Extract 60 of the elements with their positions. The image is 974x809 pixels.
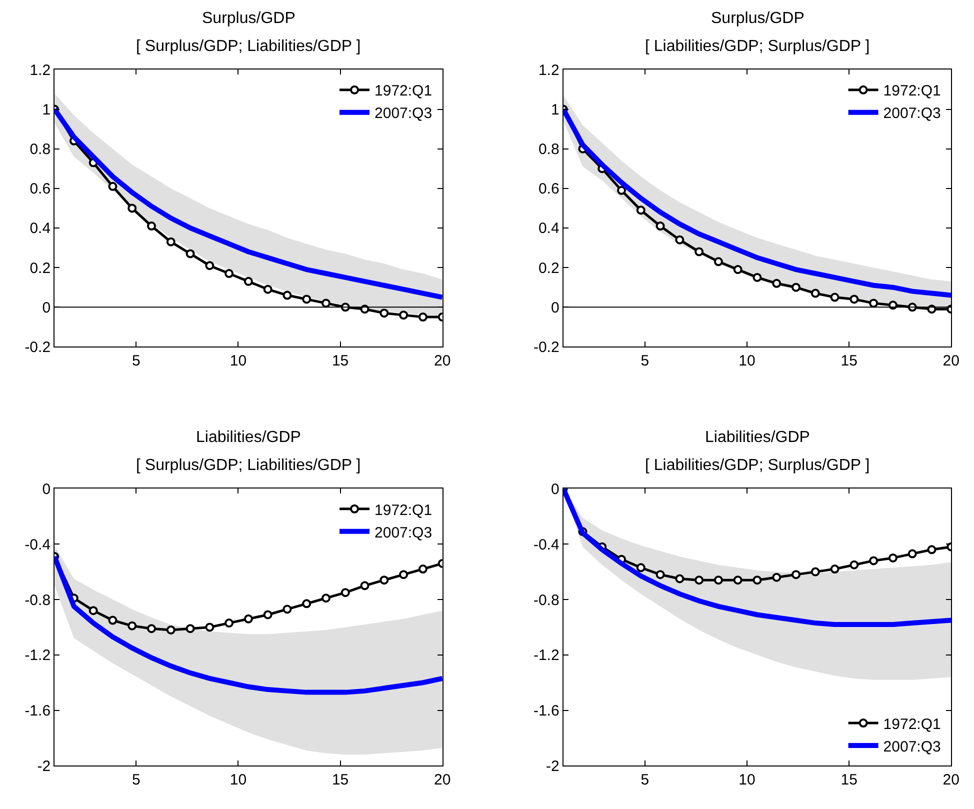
y-tick-label: 0: [42, 299, 51, 316]
y-tick-label: 0.2: [30, 260, 51, 277]
x-tick-label: 5: [640, 772, 650, 789]
y-tick-label: -1.2: [533, 647, 560, 664]
y-tick-label: -1.6: [24, 702, 51, 720]
x-tick-label: 20: [434, 352, 451, 370]
y-tick-label: -1.2: [24, 647, 51, 664]
x-tick-label: 20: [434, 772, 451, 789]
x-tick-label: 20: [942, 772, 960, 789]
y-tick-label: 0.8: [538, 141, 560, 158]
x-tick-label: 5: [640, 352, 650, 370]
y-tick-label: -2: [37, 758, 51, 775]
x-tick-label: 15: [332, 772, 349, 789]
x-tick-label: 10: [230, 772, 247, 789]
chart-subtitle: [ Surplus/GDP; Liabilities/GDP ]: [136, 457, 361, 474]
y-tick-label: 0.8: [30, 141, 51, 158]
chart-subtitle: [ Surplus/GDP; Liabilities/GDP ]: [136, 38, 361, 55]
legend-label: 1972:Q1: [883, 716, 941, 733]
y-tick-label: -0.2: [24, 338, 51, 356]
chart-title: Liabilities/GDP: [705, 429, 810, 446]
y-tick-label: 0.6: [538, 180, 560, 198]
chart-title: Surplus/GDP: [711, 10, 804, 27]
chart-subtitle: [ Liabilities/GDP; Surplus/GDP ]: [645, 457, 870, 474]
y-tick-label: -0.4: [533, 536, 560, 554]
x-tick-label: 15: [840, 772, 858, 789]
y-tick-label: 1: [550, 102, 560, 119]
y-tick-label: -0.4: [24, 536, 51, 554]
y-tick-label: 0.4: [30, 220, 51, 238]
y-tick-label: 0.2: [538, 260, 560, 277]
chart-title: Liabilities/GDP: [196, 429, 301, 446]
y-tick-label: 0: [42, 480, 51, 498]
y-tick-label: 1.2: [538, 62, 560, 79]
y-tick-label: -2: [546, 758, 560, 775]
y-tick-label: -1.6: [533, 702, 560, 720]
x-tick-label: 5: [132, 772, 140, 789]
legend-label: 2007:Q3: [374, 524, 432, 542]
y-tick-label: 0.6: [30, 180, 51, 198]
y-tick-label: -0.8: [24, 592, 51, 609]
legend-label: 2007:Q3: [883, 738, 941, 756]
chart-subtitle: [ Liabilities/GDP; Surplus/GDP ]: [645, 38, 870, 55]
x-tick-label: 15: [332, 352, 349, 370]
x-tick-label: 15: [840, 352, 858, 370]
legend-label: 2007:Q3: [883, 105, 941, 122]
y-tick-label: 0.4: [538, 220, 560, 238]
x-tick-label: 10: [738, 352, 756, 370]
chart-title: Surplus/GDP: [202, 10, 296, 27]
legend-label: 1972:Q1: [374, 82, 432, 100]
y-tick-label: 0: [550, 299, 560, 316]
x-tick-label: 5: [132, 352, 140, 370]
x-tick-label: 10: [738, 772, 756, 789]
y-tick-label: -0.8: [533, 592, 560, 609]
legend-label: 1972:Q1: [883, 82, 941, 100]
y-tick-label: 1: [42, 102, 51, 119]
x-tick-label: 10: [230, 352, 247, 370]
legend-label: 2007:Q3: [374, 105, 432, 122]
y-tick-label: -0.2: [533, 338, 560, 356]
y-tick-label: 1.2: [30, 62, 51, 79]
y-tick-label: 0: [550, 480, 560, 498]
x-tick-label: 20: [942, 352, 960, 370]
legend-label: 1972:Q1: [374, 502, 432, 519]
